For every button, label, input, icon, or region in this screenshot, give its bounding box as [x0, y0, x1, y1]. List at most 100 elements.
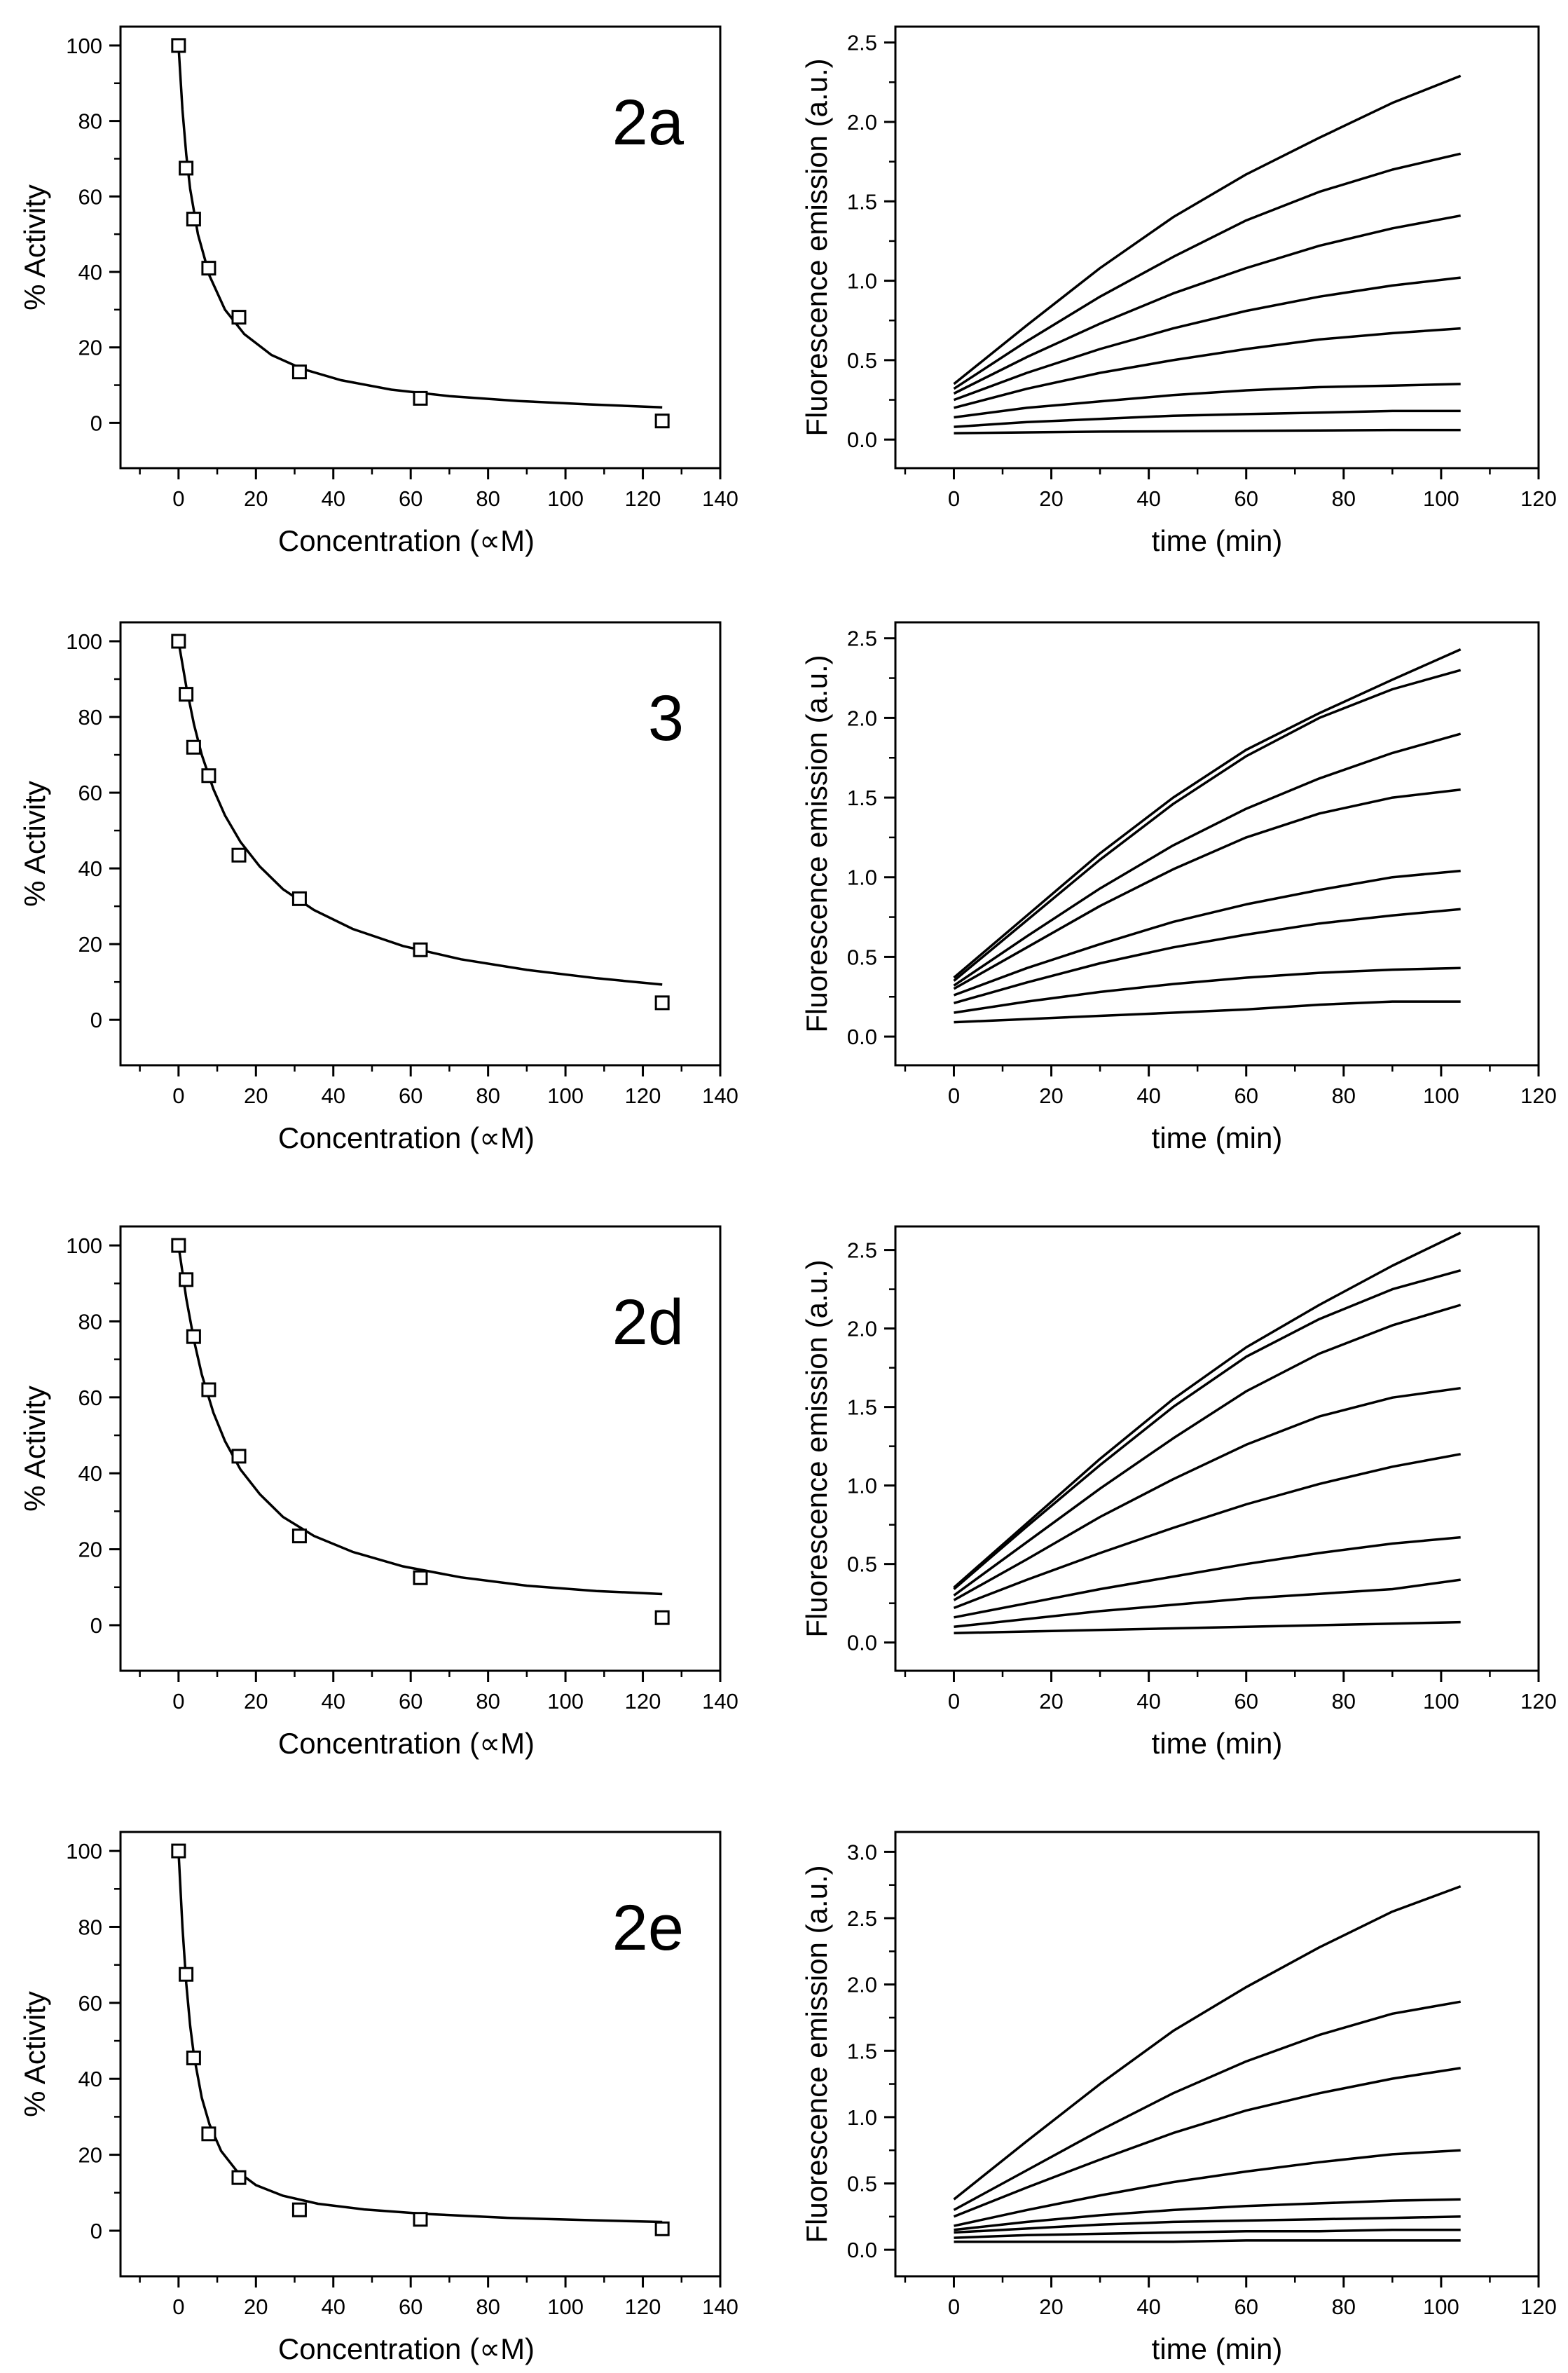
x-tick-label: 20 — [244, 486, 268, 511]
x-tick-label: 100 — [547, 1689, 584, 1714]
series-line-6 — [954, 383, 1461, 419]
panel-8: 0 20 40 60 80 100 120 0.0 0.5 1.0 1.5 2.0 2.5 3.0 time… — [800, 1831, 1557, 2365]
plot-frame — [119, 1831, 722, 2278]
y-tick-label: 20 — [78, 1538, 102, 1562]
plot-frame — [894, 1831, 1540, 2278]
data-point — [413, 942, 428, 957]
x-tick-label: 60 — [1234, 1083, 1258, 1108]
y-tick-label: 2.0 — [847, 110, 877, 135]
x-tick-label: 80 — [476, 1689, 500, 1714]
y-tick-label: 40 — [78, 856, 102, 881]
series-line-3 — [953, 1304, 1462, 1596]
x-tick-label: 120 — [1520, 1689, 1557, 1714]
y-tick-label: 100 — [66, 1233, 102, 1258]
x-axis-title: time (min) — [1152, 1727, 1283, 1760]
panel-2: 0 20 40 60 80 100 120 0.0 0.5 1.0 1.5 2.0 2.5 time (m… — [800, 25, 1557, 557]
y-tick-label: 0.0 — [847, 2238, 877, 2262]
y-tick-label: 80 — [78, 1915, 102, 1939]
y-tick-label: 60 — [78, 184, 102, 209]
data-point — [171, 634, 186, 649]
x-axis-title: time (min) — [1152, 2332, 1283, 2365]
x-tick-label: 40 — [321, 2295, 345, 2319]
data-point — [291, 2202, 307, 2217]
y-tick-label: 1.0 — [847, 2105, 877, 2130]
panel-3: 0 20 40 60 80 100 120 140 0 20 40 60 80 100 Concentrat… — [18, 621, 738, 1154]
x-tick-label: 80 — [476, 486, 500, 511]
x-tick-label: 100 — [1423, 2295, 1459, 2319]
y-axis-title: Fluorescence emission (a.u.) — [800, 58, 833, 436]
series-line-1 — [953, 1231, 1462, 1589]
x-tick-label: 40 — [321, 1689, 345, 1714]
x-tick-label: 20 — [1039, 1689, 1063, 1714]
x-tick-label: 40 — [1136, 486, 1160, 511]
y-tick-label: 3.0 — [847, 1840, 877, 1864]
x-axis-title: Concentration (∝M) — [278, 2332, 535, 2365]
series-line-3 — [953, 732, 1462, 987]
y-axis-title: Fluorescence emission (a.u.) — [800, 655, 833, 1032]
data-point — [171, 38, 186, 53]
y-tick-label: 20 — [78, 932, 102, 957]
x-tick-label: 0 — [172, 2295, 184, 2319]
x-tick-label: 40 — [1136, 1083, 1160, 1108]
series-line-6 — [954, 2215, 1461, 2234]
plot-frame — [119, 621, 722, 1067]
data-point — [231, 310, 247, 325]
y-tick-label: 80 — [78, 109, 102, 134]
series-line-8 — [954, 2239, 1461, 2243]
x-tick-label: 80 — [1332, 2295, 1356, 2319]
panel-label: 2d — [612, 1287, 684, 1358]
y-tick-label: 0 — [90, 411, 102, 435]
series-line-2 — [953, 669, 1462, 982]
x-tick-label: 0 — [948, 2295, 960, 2319]
panel-label: 3 — [648, 683, 684, 754]
fit-curve — [177, 641, 663, 986]
y-axis-title: % Activity — [18, 781, 51, 907]
x-tick-label: 60 — [1234, 486, 1258, 511]
data-point — [186, 1329, 201, 1344]
x-tick-label: 120 — [625, 1689, 661, 1714]
panel-1: 0 20 40 60 80 100 120 140 0 20 40 60 80 100 Concentrat… — [18, 25, 738, 557]
x-tick-label: 120 — [625, 2295, 661, 2319]
panel-label: 2e — [612, 1892, 684, 1964]
x-tick-label: 40 — [321, 486, 345, 511]
y-tick-label: 80 — [78, 705, 102, 730]
data-point — [231, 2170, 247, 2185]
series-line-5 — [953, 869, 1461, 997]
y-tick-label: 0.5 — [847, 945, 877, 969]
data-point — [654, 1610, 670, 1625]
data-point — [654, 2221, 670, 2236]
data-point — [179, 160, 194, 176]
panel-5: 0 20 40 60 80 100 120 140 0 20 40 60 80 100 Concentrat… — [18, 1225, 738, 1760]
series-line-3 — [953, 214, 1462, 395]
data-point — [654, 413, 670, 429]
data-point — [201, 261, 216, 276]
x-tick-label: 80 — [1332, 1083, 1356, 1108]
y-tick-label: 0 — [90, 1613, 102, 1638]
x-axis-title: Concentration (∝M) — [278, 1121, 535, 1154]
x-tick-label: 140 — [702, 1083, 738, 1108]
panel-7: 0 20 40 60 80 100 120 140 0 20 40 60 80 100 Concentrat… — [18, 1831, 738, 2365]
x-tick-label: 80 — [1332, 486, 1356, 511]
y-tick-label: 40 — [78, 1461, 102, 1486]
panel-label: 2a — [612, 87, 685, 158]
x-tick-label: 120 — [625, 1083, 661, 1108]
y-tick-label: 2.0 — [847, 1317, 877, 1341]
x-tick-label: 100 — [547, 1083, 584, 1108]
data-point — [654, 995, 670, 1011]
y-tick-label: 2.0 — [847, 706, 877, 730]
y-tick-label: 100 — [66, 34, 102, 58]
y-tick-label: 60 — [78, 781, 102, 805]
plot-frame — [894, 1225, 1540, 1672]
plot-frame — [894, 621, 1540, 1067]
x-tick-label: 60 — [399, 2295, 422, 2319]
x-tick-label: 100 — [1423, 486, 1459, 511]
data-point — [231, 1449, 247, 1464]
series-line-8 — [954, 428, 1461, 435]
fit-curve — [177, 1851, 663, 2224]
y-tick-label: 0.5 — [847, 348, 877, 373]
x-tick-label: 120 — [1520, 1083, 1557, 1108]
x-tick-label: 40 — [1136, 2295, 1160, 2319]
y-tick-label: 20 — [78, 2143, 102, 2168]
y-axis-title: Fluorescence emission (a.u.) — [800, 1865, 833, 2243]
y-tick-label: 60 — [78, 1386, 102, 1410]
